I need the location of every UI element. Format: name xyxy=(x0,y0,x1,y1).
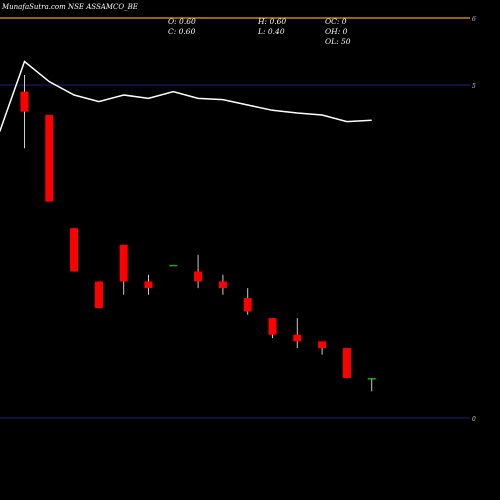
candle-13 xyxy=(342,348,351,379)
ohlc-close: C: 0.60 xyxy=(168,27,196,36)
candle-body-13 xyxy=(342,348,351,379)
ohlc-low: L: 0.40 xyxy=(257,27,285,36)
candle-3 xyxy=(94,281,103,309)
chart-title: MunafaSutra.com NSE ASSAMCO_BE xyxy=(1,3,138,11)
ohlc-oc: OC: 0 xyxy=(325,17,347,26)
ohlc-ol: OL: 50 xyxy=(325,37,351,46)
candle-0 xyxy=(20,74,29,149)
candle-7 xyxy=(194,254,203,289)
candle-5 xyxy=(144,274,153,295)
candle-body-2 xyxy=(70,228,79,272)
candle-body-4 xyxy=(119,244,128,282)
candle-14 xyxy=(367,378,376,392)
y-tick-label-1: 5 xyxy=(472,83,476,90)
candle-body-0 xyxy=(20,91,29,112)
y-axis-ticks: 6 5 0 xyxy=(472,16,476,423)
candle-4 xyxy=(119,244,128,295)
candle-body-9 xyxy=(243,298,252,312)
y-tick-label-2: 0 xyxy=(472,416,476,423)
y-tick-label-0: 6 xyxy=(472,16,476,23)
candle-body-12 xyxy=(318,341,327,349)
candle-body-1 xyxy=(45,114,54,202)
candle-body-8 xyxy=(218,281,227,289)
candle-6 xyxy=(169,264,178,267)
candle-9 xyxy=(243,288,252,315)
indicator-line xyxy=(0,60,372,132)
candle-body-6 xyxy=(169,264,178,267)
candle-12 xyxy=(318,341,327,355)
candles xyxy=(20,74,376,392)
candle-8 xyxy=(218,274,227,295)
candle-body-11 xyxy=(293,334,302,342)
candle-1 xyxy=(45,114,54,202)
candle-body-7 xyxy=(194,271,203,282)
candle-10 xyxy=(268,318,277,339)
candle-body-3 xyxy=(94,281,103,309)
reference-lines xyxy=(0,17,470,419)
candle-body-14 xyxy=(367,378,376,380)
candle-body-10 xyxy=(268,318,277,335)
indicator-line-path xyxy=(0,60,372,132)
ohlc-open: O: 0.60 xyxy=(168,17,196,26)
candle-body-5 xyxy=(144,281,153,289)
candle-2 xyxy=(70,228,79,272)
ohlc-oh: OH: 0 xyxy=(325,27,348,36)
candle-11 xyxy=(293,318,302,349)
ohlc-high: H: 0.60 xyxy=(257,17,286,26)
